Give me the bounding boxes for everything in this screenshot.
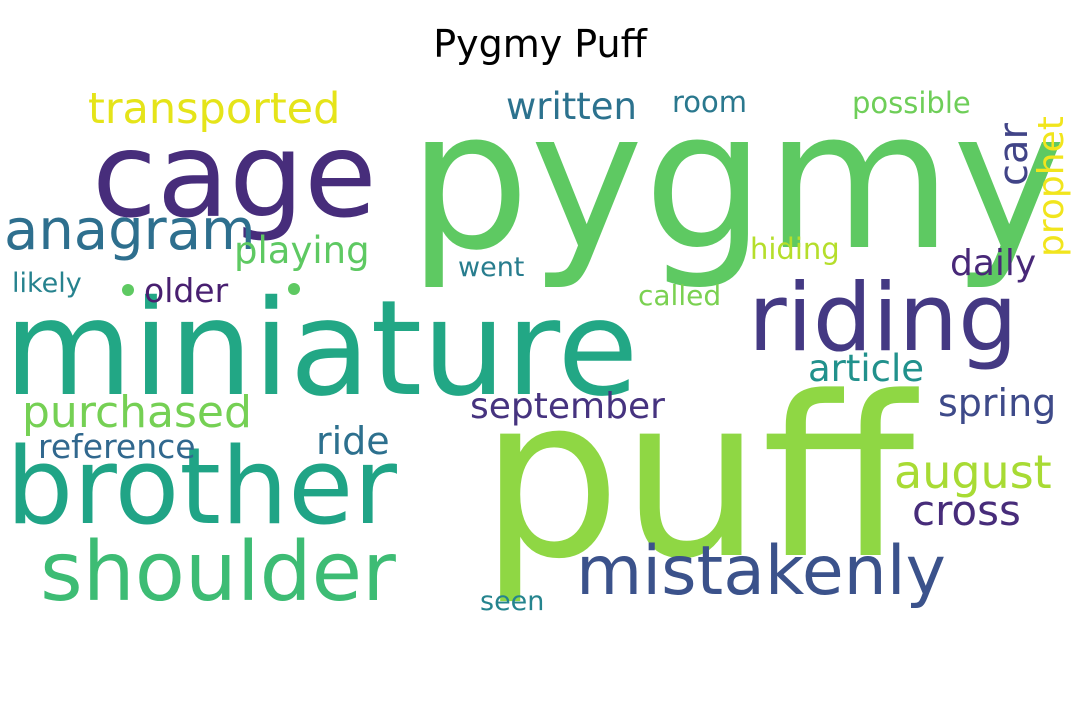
word-riding: riding (748, 264, 1018, 373)
word-playing: playing (234, 229, 370, 272)
word-called: called (638, 279, 722, 312)
word-august: august (894, 445, 1052, 499)
word-reference: reference (38, 427, 196, 466)
word-seen: seen (480, 586, 545, 617)
word-puff: puff (480, 350, 915, 608)
word-car: car (991, 123, 1037, 186)
word-september: september (470, 386, 665, 427)
word-written: written (506, 85, 637, 128)
word-article: article (808, 347, 925, 390)
word-likely: likely (12, 268, 82, 299)
word-purchased: purchased (22, 387, 252, 438)
word-older: older (144, 271, 229, 310)
word-brother: brother (6, 425, 397, 548)
word-prophet: prophet (1031, 116, 1072, 257)
word-possible: possible (852, 86, 971, 120)
dot-mark-left (122, 284, 134, 296)
word-cage: cage (92, 106, 377, 244)
word-pygmy: pygmy (408, 70, 1067, 293)
word-spring: spring (938, 381, 1057, 425)
dot-mark-right (288, 283, 300, 295)
word-shoulder: shoulder (40, 525, 396, 620)
word-mistakenly: mistakenly (576, 532, 946, 611)
word-daily: daily (950, 243, 1037, 284)
word-transported: transported (88, 84, 341, 134)
word-cross: cross (912, 486, 1021, 535)
chart-title: Pygmy Puff (433, 22, 647, 66)
word-hiding: hiding (750, 232, 840, 266)
word-anagram: anagram (4, 198, 256, 263)
word-room: room (672, 85, 748, 119)
word-miniature: miniature (4, 272, 639, 426)
word-ride: ride (316, 419, 390, 463)
word-went: went (458, 252, 525, 283)
